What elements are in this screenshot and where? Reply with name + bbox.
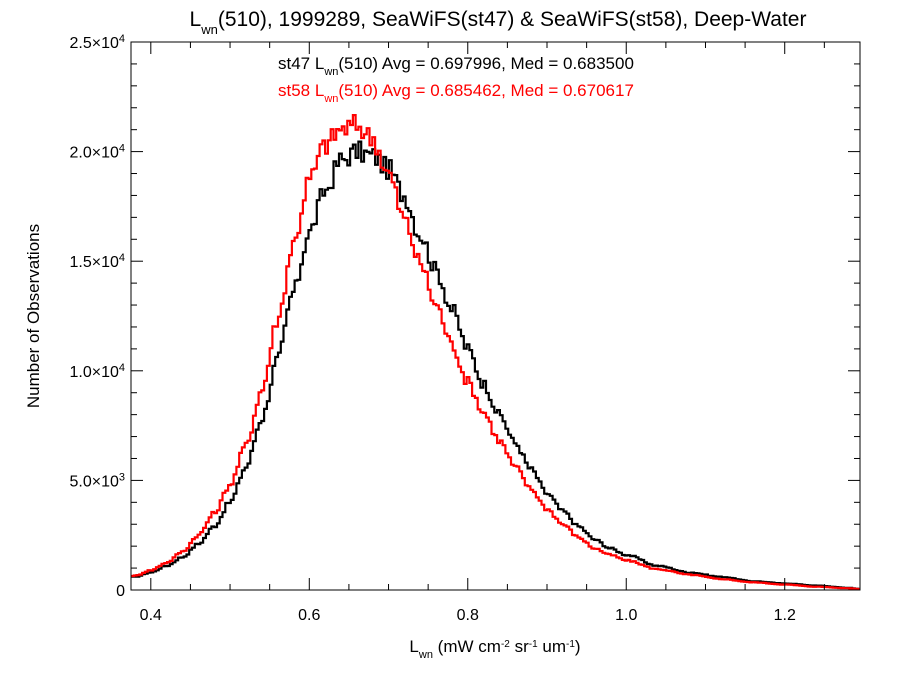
series-1-histogram-line [131,114,860,591]
x-label-units-3: um [538,637,566,656]
x-label-units-4: ) [575,637,581,656]
y-axis-label: Number of Observations [24,224,43,408]
y-tick-label-5000: 5.0×103 [69,471,125,490]
annotation-st47-stats: (510) Avg = 0.697996, Med = 0.683500 [338,54,634,73]
annotation-st58: st58 Lwn(510) Avg = 0.685462, Med = 0.67… [278,81,634,105]
annotation-st58-stats: (510) Avg = 0.685462, Med = 0.670617 [338,81,634,100]
annotation-st58-subscript: wn [323,93,338,105]
x-tick-label-1.2: 1.2 [774,607,796,624]
x-label-l: L [409,637,418,656]
annotation-st47-subscript: wn [323,66,338,78]
x-tick-label-1.0: 1.0 [615,607,637,624]
x-axis-label: Lwn (mW cm-2 sr-1 um-1) [409,637,580,661]
x-label-exp-1: -2 [501,639,510,650]
title-main: L [190,8,202,31]
plot-frame [130,41,861,591]
x-label-sub: wn [418,649,433,661]
annotation-st47: st47 Lwn(510) Avg = 0.697996, Med = 0.68… [278,54,634,78]
series-layer [131,114,860,591]
x-tick-label-0.4: 0.4 [140,607,162,624]
y-tick-label-15000: 1.5×104 [69,252,125,271]
y-tick-label-0: 0 [116,583,125,600]
x-label-units-2: sr [510,637,529,656]
x-label-exp-3: -1 [566,639,575,650]
y-tick-label-20000: 2.0×104 [69,143,125,162]
y-tick-label-10000: 1.0×104 [69,362,125,381]
x-tick-label-0.8: 0.8 [457,607,479,624]
annotation-st58-lead: st58 L [278,81,324,100]
title-rest: (510), 1999289, SeaWiFS(st47) & SeaWiFS(… [218,8,807,31]
annotation-st47-lead: st47 L [278,54,324,73]
x-label-exp-2: -1 [529,639,538,650]
x-label-units-1: (mW cm [433,637,501,656]
series-0-histogram-line [131,140,860,590]
tick-layer: 0.4 0.6 0.8 1.0 1.2 0 5.0×103 1.0×104 1.5×104 2.0… [69,33,860,624]
x-tick-label-0.6: 0.6 [298,607,320,624]
y-tick-label-25000: 2.5×104 [69,33,125,52]
title-subscript: wn [200,22,218,37]
chart-title: Lwn(510), 1999289, SeaWiFS(st47) & SeaWi… [190,8,807,37]
